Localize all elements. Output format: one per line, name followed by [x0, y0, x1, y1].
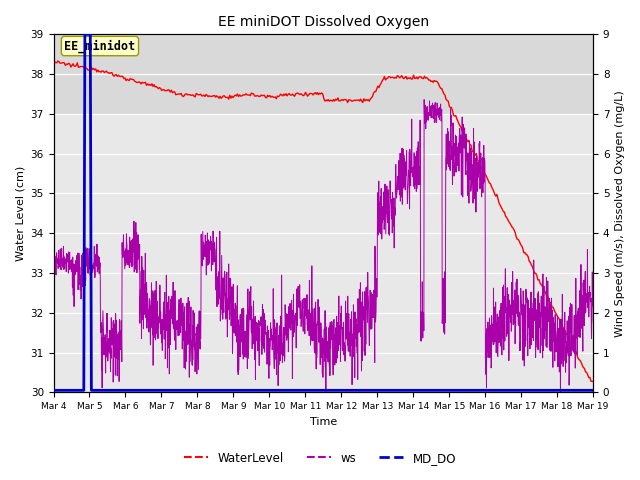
Title: EE miniDOT Dissolved Oxygen: EE miniDOT Dissolved Oxygen: [218, 15, 429, 29]
X-axis label: Time: Time: [310, 417, 337, 427]
Y-axis label: Water Level (cm): Water Level (cm): [15, 166, 25, 261]
Text: EE_minidot: EE_minidot: [64, 39, 136, 53]
Bar: [54, 35, 593, 114]
Legend: WaterLevel, ws, MD_DO: WaterLevel, ws, MD_DO: [179, 447, 461, 469]
Y-axis label: Wind Speed (m/s), Dissolved Oxygen (mg/L): Wind Speed (m/s), Dissolved Oxygen (mg/L…: [615, 90, 625, 336]
